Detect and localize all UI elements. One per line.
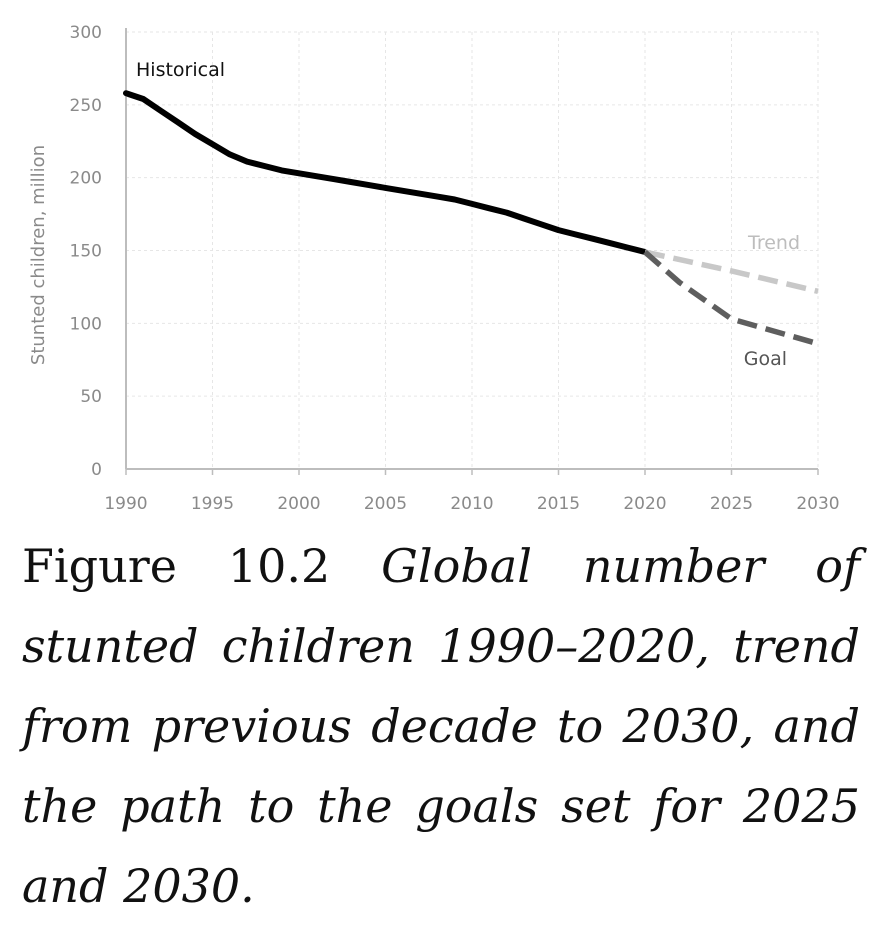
figure-label: Figure 10.2 [22, 539, 331, 593]
x-tick-label: 2010 [450, 494, 493, 514]
series-label-historical: Historical [136, 59, 225, 81]
x-tick-label: 2020 [623, 494, 666, 514]
y-axis-title: Stunted children, million [28, 145, 49, 365]
series-line-goal [643, 249, 819, 347]
gridlines [126, 31, 819, 469]
figure-caption: Figure 10.2 Global number of stunted chi… [22, 526, 860, 926]
y-tick-label: 300 [70, 23, 102, 43]
series-label-goal: Goal [744, 348, 787, 370]
y-tick-label: 250 [70, 96, 102, 116]
x-axis-ticks: 1990 1995 2000 2005 2010 2015 2020 2025 2030 [104, 469, 840, 514]
figure-caption-text: Global number of stunted children 1990–2… [22, 539, 860, 913]
y-tick-label: 200 [70, 169, 102, 189]
x-tick-label: 1990 [104, 494, 147, 514]
y-tick-label: 100 [70, 314, 102, 334]
y-tick-label: 50 [80, 387, 102, 407]
series-lines [123, 90, 819, 347]
x-tick-label: 1995 [191, 494, 234, 514]
series-labels: Historical Trend Goal [136, 59, 800, 370]
series-line-trend [644, 249, 819, 294]
x-tick-label: 2025 [710, 494, 753, 514]
x-tick-label: 2015 [537, 494, 580, 514]
x-tick-label: 2000 [277, 494, 320, 514]
y-axis-ticks: 0 50 100 150 200 250 300 [70, 23, 102, 480]
x-tick-label: 2005 [364, 494, 407, 514]
y-tick-label: 150 [70, 242, 102, 262]
series-line-historical [123, 90, 648, 255]
series-label-trend: Trend [747, 232, 800, 254]
line-chart: 0 50 100 150 200 250 300 1990 1995 2000 2005 2010 2… [28, 23, 840, 514]
x-tick-label: 2030 [796, 494, 839, 514]
y-tick-label: 0 [91, 460, 102, 480]
